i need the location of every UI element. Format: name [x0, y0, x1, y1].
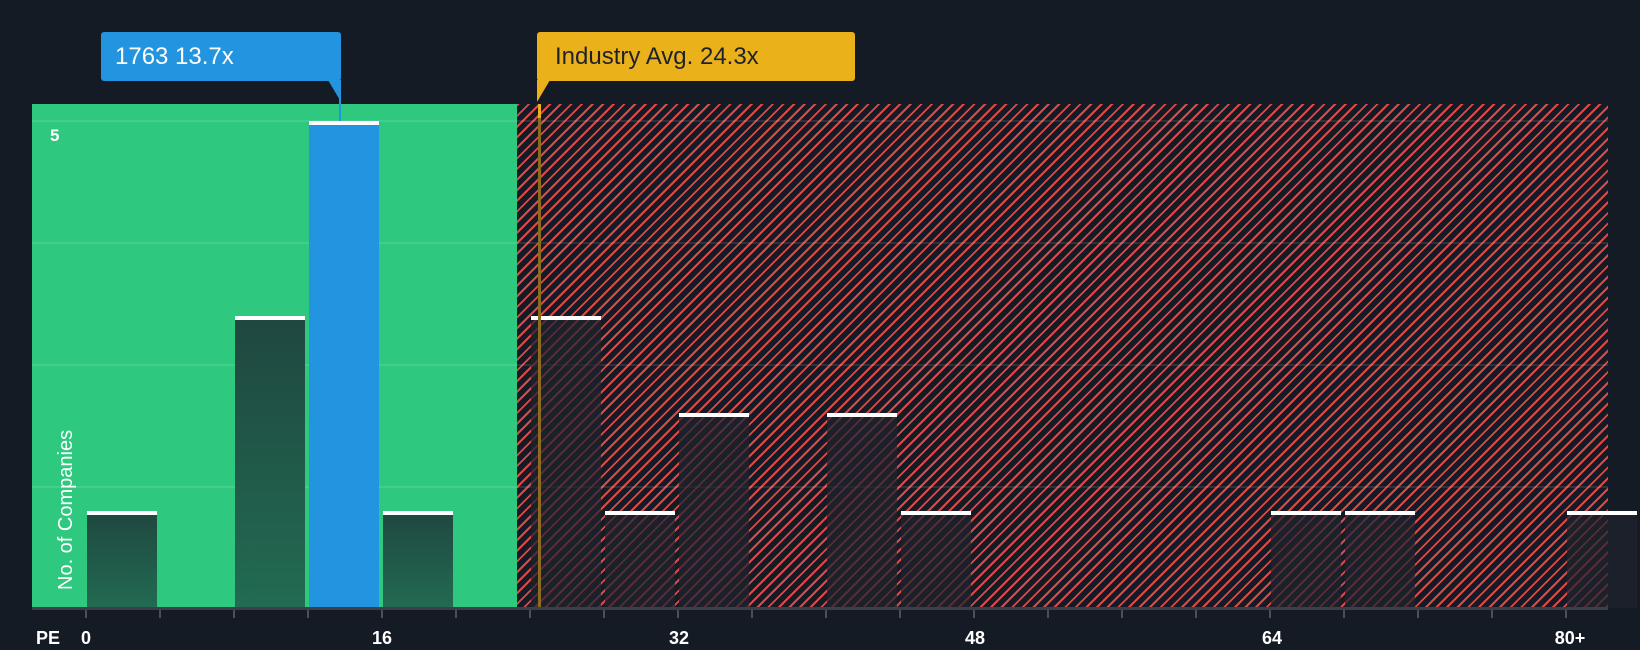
industry-avg-line-top	[538, 104, 541, 118]
x-tick	[1269, 610, 1271, 618]
x-tick	[85, 610, 87, 618]
x-tick-label-32: 32	[668, 628, 690, 648]
gridline	[32, 486, 1608, 488]
x-tick	[1565, 610, 1567, 618]
x-axis-line	[32, 607, 1608, 610]
peer-bar	[235, 315, 305, 608]
x-tick	[677, 610, 679, 618]
company-pe-callout: 1763 13.7x	[101, 32, 341, 81]
peer-bar	[1567, 510, 1637, 608]
x-tick	[529, 610, 531, 618]
x-tick	[381, 610, 383, 618]
x-tick	[825, 610, 827, 618]
industry-avg-callout: Industry Avg. 24.3x	[537, 32, 855, 81]
peer-bar	[531, 315, 601, 608]
x-tick	[159, 610, 161, 618]
industry-avg-line	[538, 104, 541, 608]
x-tick	[1491, 610, 1493, 618]
bar-cap	[235, 315, 305, 320]
peer-bar	[1271, 510, 1341, 608]
bar-cap	[1567, 510, 1637, 515]
bar-cap	[531, 315, 601, 320]
x-tick	[1343, 610, 1345, 618]
bar-cap	[87, 510, 157, 515]
bar-cap	[827, 413, 897, 418]
x-tick-label-64: 64	[1261, 628, 1283, 648]
y-tick-label-5: 5	[50, 126, 60, 145]
peer-bar	[1345, 510, 1415, 608]
x-tick	[1047, 610, 1049, 618]
company-bar	[309, 121, 379, 608]
bar-cap	[309, 121, 379, 125]
x-tick	[973, 610, 975, 618]
x-axis-title: PE	[36, 628, 61, 648]
x-tick-label-48: 48	[964, 628, 986, 648]
bar-cap	[901, 510, 971, 515]
bar-cap	[679, 413, 749, 418]
company-callout-pointer	[328, 80, 341, 102]
x-tick	[455, 610, 457, 618]
bar-cap	[1345, 510, 1415, 515]
peer-bar	[87, 510, 157, 608]
plot-area	[32, 104, 1637, 608]
peer-bar	[827, 413, 897, 608]
gridline	[32, 242, 1608, 244]
x-tick	[233, 610, 235, 618]
industry-callout-pointer	[537, 80, 550, 102]
bar-cap	[1271, 510, 1341, 515]
y-axis-title: No. of Companies	[55, 429, 77, 590]
x-tick-label-80plus: 80+	[1554, 628, 1586, 648]
x-tick	[899, 610, 901, 618]
x-tick	[1195, 610, 1197, 618]
bar-cap	[383, 510, 453, 515]
peer-bar	[901, 510, 971, 608]
x-tick-label-0: 0	[80, 628, 92, 648]
x-tick	[307, 610, 309, 618]
bar-cap	[605, 510, 675, 515]
overvalued-zone-hatched	[517, 104, 1608, 608]
gridline	[32, 120, 1608, 122]
x-tick	[1121, 610, 1123, 618]
x-tick-label-16: 16	[371, 628, 393, 648]
peer-bar	[605, 510, 675, 608]
peer-bar	[383, 510, 453, 608]
x-tick	[751, 610, 753, 618]
company-callout-leader-line	[339, 80, 341, 121]
x-tick	[603, 610, 605, 618]
x-tick	[1417, 610, 1419, 618]
peer-bar	[679, 413, 749, 608]
gridline	[32, 364, 1608, 366]
